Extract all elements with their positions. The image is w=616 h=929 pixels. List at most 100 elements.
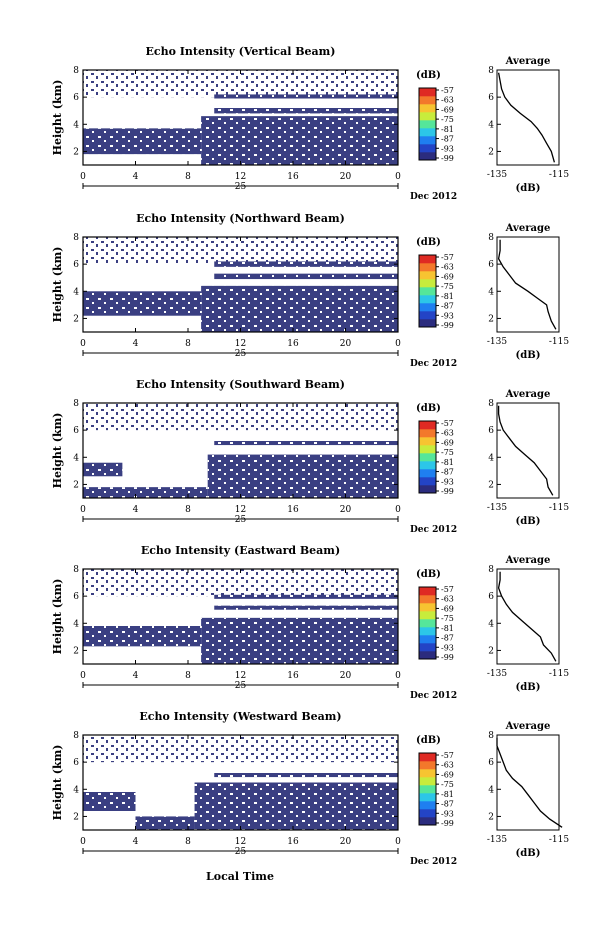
- colorbar-tick-label: -93: [441, 809, 454, 818]
- panel-title: Echo Intensity (Vertical Beam): [145, 45, 335, 58]
- colorbar-segment: [419, 112, 436, 121]
- date-label: Dec 2012: [410, 192, 457, 202]
- echo-layer-gaps: [201, 285, 398, 332]
- y-tick-label: 6: [73, 592, 79, 602]
- echo-layer-gaps: [214, 773, 398, 778]
- y-tick-label: 4: [73, 785, 79, 795]
- colorbar-segment: [419, 785, 436, 794]
- colorbar-frame: [418, 586, 437, 660]
- y-tick-label: 6: [73, 758, 79, 768]
- colorbar-segment: [419, 469, 436, 478]
- colorbar-tick-label: -87: [441, 634, 454, 643]
- echo-layer-gaps: [214, 261, 398, 267]
- average-y-tick-label: 8: [488, 731, 494, 741]
- echo-layer-gaps: [201, 116, 398, 165]
- echo-panel-4: Echo Intensity (Eastward Beam) 2 4 6 8 Height…: [51, 544, 569, 701]
- y-axis-label: Height (km): [51, 579, 64, 655]
- colorbar-tick-label: -81: [441, 125, 454, 134]
- colorbar-segment: [419, 761, 436, 770]
- echo-layer-gaps: [214, 605, 398, 610]
- average-x-tick-label: -135: [487, 170, 507, 180]
- average-profile-line: [497, 405, 554, 496]
- echo-layer-gaps: [214, 108, 398, 114]
- colorbar-segment: [419, 144, 436, 153]
- colorbar-segment: [419, 643, 436, 652]
- average-y-tick-label: 8: [488, 399, 494, 409]
- x-tick-label: 8: [185, 837, 191, 847]
- colorbar-tick-label: -57: [441, 419, 454, 428]
- panel-title: Echo Intensity (Northward Beam): [136, 212, 345, 225]
- day-label: 25: [235, 681, 247, 691]
- y-axis-label: Height (km): [51, 80, 64, 156]
- y-tick-label: 4: [73, 120, 79, 130]
- echo-layer-gaps: [135, 816, 195, 830]
- colorbar-unit: (dB): [416, 403, 441, 414]
- echo-layer-gaps: [214, 94, 398, 99]
- x-tick-label: 8: [185, 339, 191, 349]
- upper-echo-speckle: [83, 735, 398, 763]
- echo-layer-gaps: [83, 792, 136, 811]
- colorbar-segment: [419, 429, 436, 438]
- colorbar-segment: [419, 461, 436, 470]
- colorbar-unit: (dB): [416, 735, 441, 746]
- colorbar-frame: [418, 752, 437, 826]
- colorbar-segment: [419, 453, 436, 462]
- colorbar-unit: (dB): [416, 237, 441, 248]
- echo-layer-gaps: [83, 291, 202, 316]
- average-frame: [496, 236, 560, 333]
- colorbar-tick-label: -99: [441, 154, 454, 163]
- average-y-tick-label: 4: [488, 619, 494, 629]
- average-y-tick-label: 4: [488, 453, 494, 463]
- colorbar-tick-label: -99: [441, 321, 454, 330]
- x-tick-label: 20: [340, 172, 352, 182]
- average-y-tick-label: 2: [488, 480, 494, 490]
- x-tick-label: 0: [395, 172, 401, 182]
- y-tick-label: 4: [73, 619, 79, 629]
- y-tick-label: 2: [73, 480, 79, 490]
- panel-title: Echo Intensity (Eastward Beam): [141, 544, 340, 557]
- colorbar-tick-label: -69: [441, 438, 454, 447]
- x-tick-label: 0: [80, 671, 86, 681]
- x-tick-label: 16: [287, 671, 299, 681]
- colorbar-tick-label: -87: [441, 800, 454, 809]
- y-axis-label: Height (km): [51, 413, 64, 489]
- y-tick-label: 4: [73, 287, 79, 297]
- average-title: Average: [505, 721, 551, 732]
- colorbar-segment: [419, 271, 436, 280]
- x-tick-label: 12: [235, 505, 246, 515]
- upper-echo-speckle: [83, 237, 398, 265]
- colorbar-segment: [419, 587, 436, 596]
- date-label: Dec 2012: [410, 359, 457, 369]
- average-y-tick-label: 2: [488, 314, 494, 324]
- colorbar-frame: [418, 420, 437, 494]
- panel-title: Echo Intensity (Westward Beam): [139, 710, 341, 723]
- average-x-tick-label: -135: [487, 503, 507, 513]
- colorbar-tick-label: -63: [441, 761, 454, 770]
- x-tick-label: 0: [80, 837, 86, 847]
- echo-layer-gaps: [83, 128, 202, 155]
- colorbar-tick-label: -75: [441, 448, 454, 457]
- average-unit: (dB): [516, 848, 541, 859]
- y-tick-label: 2: [73, 646, 79, 656]
- echo-layer-gaps: [214, 273, 398, 280]
- average-profile-line: [497, 72, 556, 163]
- colorbar-tick-label: -81: [441, 292, 454, 301]
- colorbar-tick-label: -57: [441, 585, 454, 594]
- x-tick-label: 20: [340, 505, 352, 515]
- x-tick-label: 0: [395, 837, 401, 847]
- average-x-tick-label: -115: [549, 337, 569, 347]
- day-label: 25: [235, 847, 247, 857]
- y-tick-label: 4: [73, 453, 79, 463]
- average-unit: (dB): [516, 350, 541, 361]
- colorbar-segment: [419, 445, 436, 454]
- colorbar-frame: [418, 87, 437, 161]
- x-tick-label: 12: [235, 339, 246, 349]
- echo-layer-gaps: [214, 594, 398, 599]
- average-y-tick-label: 8: [488, 565, 494, 575]
- y-tick-label: 8: [73, 565, 79, 575]
- colorbar-segment: [419, 421, 436, 430]
- x-tick-label: 12: [235, 172, 246, 182]
- y-tick-label: 6: [73, 260, 79, 270]
- colorbar-tick-label: -81: [441, 624, 454, 633]
- average-x-tick-label: -115: [549, 835, 569, 845]
